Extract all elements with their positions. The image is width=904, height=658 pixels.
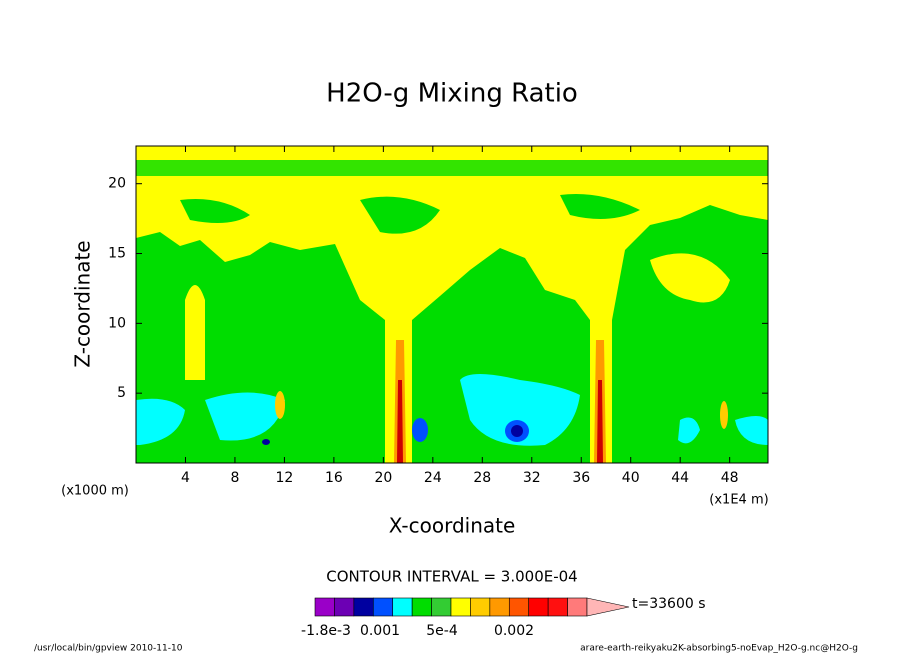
plot-frame (135, 145, 769, 464)
colorbar-box (372, 597, 394, 617)
x-tick-label: 44 (671, 470, 689, 486)
colorbar-box (547, 597, 568, 617)
x-tick-label: 16 (325, 470, 343, 486)
colorbar-box (314, 597, 335, 617)
x-tick-label: 20 (374, 470, 392, 486)
colorbar-box (489, 597, 510, 617)
colorbar-label: 0.001 (360, 623, 400, 639)
field-region (136, 160, 768, 176)
colorbar-box (450, 597, 471, 617)
field-region (180, 194, 640, 234)
colorbar-label: 5e-4 (426, 623, 458, 639)
colorbar-box (392, 597, 413, 617)
x-tick-label: 36 (572, 470, 590, 486)
colorbar-box (431, 597, 452, 617)
field-region (412, 418, 428, 442)
x-tick-label: 4 (181, 470, 190, 486)
colorbar-label: 0.002 (494, 623, 534, 639)
x-unit-label: (x1E4 m) (709, 493, 768, 508)
colorbar-box (334, 597, 355, 617)
x-tick-label: 28 (473, 470, 491, 486)
field-region (720, 401, 728, 429)
x-tick-label: 40 (622, 470, 640, 486)
x-tick-label: 8 (230, 470, 239, 486)
colorbar-box (470, 597, 491, 617)
colorbar-box (411, 597, 432, 617)
colorbar-label: -1.8e-3 (301, 623, 351, 639)
field-region (612, 205, 768, 463)
y-tick-label: 15 (108, 246, 126, 262)
footer: /usr/local/bin/gpview 2010-11-10 (34, 644, 183, 654)
colorbar-box (353, 597, 374, 617)
colorbar-box (508, 597, 530, 617)
y-axis-label: Z-coordinate (71, 240, 95, 367)
colorbar-box (528, 597, 549, 617)
contour-interval: CONTOUR INTERVAL = 3.000E-04 (326, 568, 577, 586)
x-axis-label: X-coordinate (389, 514, 516, 538)
time-label: t=33600 s (632, 596, 706, 612)
y-tick-label: 20 (108, 176, 126, 192)
colorbar-box (567, 597, 588, 617)
footer: arare-earth-reikyaku2K-absorbing5-noEvap… (580, 644, 858, 654)
x-tick-label: 12 (276, 470, 294, 486)
field-region (136, 374, 768, 446)
x-tick-label: 48 (721, 470, 739, 486)
field-region (262, 439, 270, 445)
field-region (511, 425, 523, 437)
contour-field (135, 145, 769, 464)
colorbar-arrow (586, 597, 630, 617)
x-tick-label: 32 (523, 470, 541, 486)
x-tick-label: 24 (424, 470, 442, 486)
field-region (650, 253, 730, 303)
chart-title: H2O-g Mixing Ratio (326, 79, 578, 109)
y-tick-label: 5 (117, 385, 126, 401)
x-unit-label: (x1000 m) (61, 484, 129, 499)
y-tick-label: 10 (108, 315, 126, 331)
field-region (275, 391, 285, 419)
